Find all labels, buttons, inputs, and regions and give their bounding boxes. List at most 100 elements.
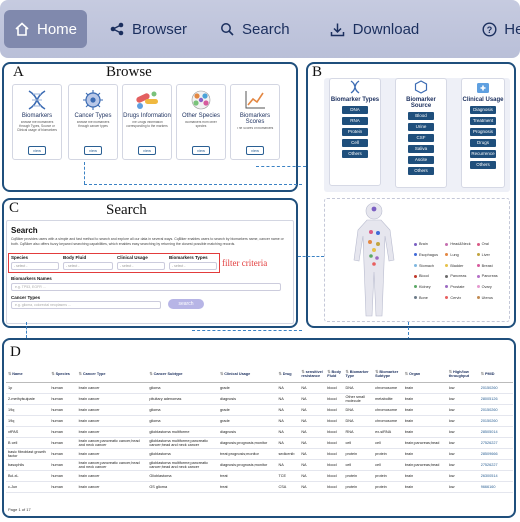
nav-search[interactable]: Search (209, 10, 300, 48)
table-cell: grade (218, 382, 277, 394)
chip-treatment[interactable]: Treatment (470, 117, 496, 125)
cancer-type-input[interactable]: e.g. glioma, colorectal neoplasms ... (11, 301, 161, 309)
chip-blood[interactable]: Blood (408, 112, 434, 120)
filter-box (8, 253, 220, 273)
table-row[interactable]: xfPAS human brain cancer glioblastoma multi… (6, 426, 513, 438)
chip-others[interactable]: Others (408, 167, 434, 175)
column-header[interactable]: ⇅ Cancer Type (76, 366, 148, 383)
column-header[interactable]: ⇅ Species (49, 366, 77, 383)
table-cell: NA (276, 393, 300, 405)
chip-csf[interactable]: CSF (408, 134, 434, 142)
view-button[interactable]: view (245, 146, 265, 155)
column-header[interactable]: ⇅ PMID (478, 366, 513, 383)
sort-icon: ⇅ (301, 370, 306, 375)
browse-card-biomarkers[interactable]: Biomarkers Browse the biomarkers through… (12, 84, 62, 160)
chip-others[interactable]: Others (342, 150, 368, 158)
legend-label: Uterus (481, 295, 493, 300)
species-select[interactable]: - select - (11, 262, 59, 270)
view-button[interactable]: view (191, 146, 211, 155)
table-cell: glioma (147, 415, 219, 427)
column-header[interactable]: ⇅ Drug (276, 366, 300, 383)
view-button[interactable]: view (83, 146, 103, 155)
nav-download[interactable]: Download (320, 10, 430, 48)
pmid-link[interactable]: 9666160 (478, 481, 513, 493)
chip-dna[interactable]: DNA (342, 106, 368, 114)
column-header[interactable]: ⇅ Cancer Subtype (147, 366, 219, 383)
table-cell: NA (299, 393, 326, 405)
view-button[interactable]: view (27, 146, 47, 155)
legend-label: Oral (481, 242, 489, 247)
column-header[interactable]: ⇅ High/low throughput (446, 366, 479, 383)
table-cell: blood (325, 415, 344, 427)
view-button[interactable]: view (137, 146, 157, 155)
clinical-usage-select[interactable]: - select - (117, 262, 165, 270)
chip-protein[interactable]: Protein (342, 128, 368, 136)
table-row[interactable]: Bcl-xL human brain cancer Glioblastoma treat… (6, 470, 513, 482)
pmid-link[interactable]: 27526227 (478, 437, 513, 449)
table-row[interactable]: 2-methylsulpate human brain cancer pituitar… (6, 393, 513, 405)
column-header[interactable]: ⇅ Biomarker Subtype (373, 366, 403, 383)
table-row[interactable]: 19q human brain cancer glioma grade NA NA blood… (6, 415, 513, 427)
chip-urine[interactable]: Urine (408, 123, 434, 131)
pmid-link[interactable]: 20150260 (478, 382, 513, 394)
browse-card-drugs[interactable]: Drugs Information The Drugs information … (122, 84, 172, 160)
pmid-link[interactable]: 28509666 (478, 448, 513, 460)
pmid-link[interactable]: 27526227 (478, 459, 513, 471)
nav-home[interactable]: Home (4, 10, 88, 48)
pmid-link[interactable]: 26300514 (478, 470, 513, 482)
browse-card-scores[interactable]: Biomarkers Scores The Scores of biomarke… (230, 84, 280, 160)
table-row[interactable]: 19q human brain cancer glioma grade NA NA blood… (6, 404, 513, 416)
connector-line (192, 330, 302, 331)
sort-icon: ⇅ (51, 372, 56, 377)
body-fluid-select[interactable]: - select - (63, 262, 113, 270)
table-row[interactable]: c-Jun human brain cancer GS glioma treat CSA N… (6, 481, 513, 493)
search-button[interactable]: search (168, 299, 204, 309)
nav-browser[interactable]: Browser (99, 10, 197, 48)
legend-label: Prostate (450, 284, 465, 289)
column-header[interactable]: ⇅ Body Fluid (325, 366, 344, 383)
table-row[interactable]: basophils human brain cancer,pancreatic ca… (6, 459, 513, 471)
browse-card-other-species[interactable]: Other Species Biomarkers from other spec… (176, 84, 226, 160)
column-header[interactable]: ⇅ Organ (402, 366, 447, 383)
pmid-link[interactable]: 20150260 (478, 415, 513, 427)
column-header[interactable]: ⇅ Name (6, 366, 50, 383)
pmid-link[interactable]: 28005126 (478, 393, 513, 405)
sort-icon: ⇅ (480, 372, 485, 377)
chip-saliva[interactable]: Saliva (408, 145, 434, 153)
table-cell: basic fibroblast growth factor (6, 448, 50, 460)
legend-dot-icon (476, 253, 480, 257)
table-row[interactable]: B cell human brain cancer,pancreatic cance… (6, 437, 513, 449)
table-cell: protein (343, 481, 374, 493)
table-row[interactable]: 1p human brain cancer glioma grade NA NA blood D… (6, 382, 513, 394)
table-row[interactable]: basic fibroblast growth factor human brain… (6, 448, 513, 460)
table-cell: 2-methylsulpate (6, 393, 50, 405)
table-cell: GS glioma (147, 481, 219, 493)
chip-diagnosis[interactable]: Diagnosis (470, 106, 496, 114)
chip-rna[interactable]: RNA (342, 117, 368, 125)
pills-icon (133, 89, 161, 111)
biomarker-name-input[interactable]: e.g. TP53, EGFR ... (11, 283, 281, 291)
chip-drugs[interactable]: Drugs (470, 139, 496, 147)
biomarker-types-select[interactable]: - select - (169, 262, 217, 270)
chip-prognosis[interactable]: Prognosis (470, 128, 496, 136)
legend-label: Stomach (419, 263, 434, 268)
legend-label: Breast (481, 263, 493, 268)
chip-cell[interactable]: Cell (342, 139, 368, 147)
column-header[interactable]: ⇅ Biomarker Type (343, 366, 374, 383)
legend-label: Esophagus (419, 252, 438, 257)
table-cell: Glioblastoma (147, 470, 219, 482)
nav-help[interactable]: ? Help (471, 10, 520, 48)
pmid-link[interactable]: 28505014 (478, 426, 513, 438)
chip-recurrence[interactable]: Recurrence (470, 150, 496, 158)
table-cell: diagnosis;prognosis;monitor (218, 437, 277, 449)
chip-ascite[interactable]: Ascite (408, 156, 434, 164)
legend-item: Esophagus (414, 251, 445, 260)
table-cell: brain (402, 415, 447, 427)
column-header[interactable]: ⇅ sensitive/ resistance (299, 366, 326, 383)
table-cell: brain cancer (76, 404, 148, 416)
pmid-link[interactable]: 20150260 (478, 404, 513, 416)
table-cell: low (446, 448, 479, 460)
column-header[interactable]: ⇅ Clinical Usage (218, 366, 277, 383)
chip-others[interactable]: Others (470, 161, 496, 169)
browse-card-cancer-types[interactable]: Cancer Types Browse the biomarkers throu… (68, 84, 118, 160)
